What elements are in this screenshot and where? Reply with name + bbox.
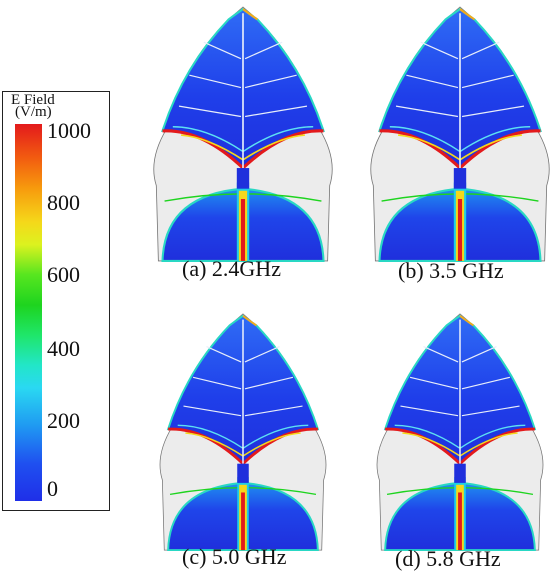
field-plot-d bbox=[365, 312, 550, 552]
colorbar-legend: E Field (V/m) 1000 800 600 400 200 0 bbox=[2, 91, 110, 511]
colorbar-gradient bbox=[15, 124, 42, 501]
tick-label: 600 bbox=[47, 262, 80, 287]
field-plot-a bbox=[148, 5, 338, 263]
caption-b: (b) 3.5 GHz bbox=[398, 258, 504, 283]
antenna-field-image bbox=[148, 312, 338, 552]
tick-label: 400 bbox=[47, 336, 80, 361]
tick-label: 800 bbox=[47, 190, 80, 215]
field-plot-c bbox=[148, 312, 338, 552]
tick-label: 200 bbox=[47, 408, 80, 433]
caption-a: (a) 2.4GHz bbox=[182, 256, 281, 281]
legend-title: E Field bbox=[11, 92, 55, 108]
tick-label: 1000 bbox=[47, 118, 91, 143]
tick-label: 0 bbox=[47, 476, 58, 501]
legend-unit: (V/m) bbox=[15, 104, 52, 120]
antenna-field-image bbox=[365, 5, 550, 263]
caption-c: (c) 5.0 GHz bbox=[182, 544, 287, 569]
field-plot-b bbox=[365, 5, 550, 263]
caption-d: (d) 5.8 GHz bbox=[395, 546, 501, 571]
antenna-field-image bbox=[365, 312, 550, 552]
antenna-field-image bbox=[148, 5, 338, 263]
